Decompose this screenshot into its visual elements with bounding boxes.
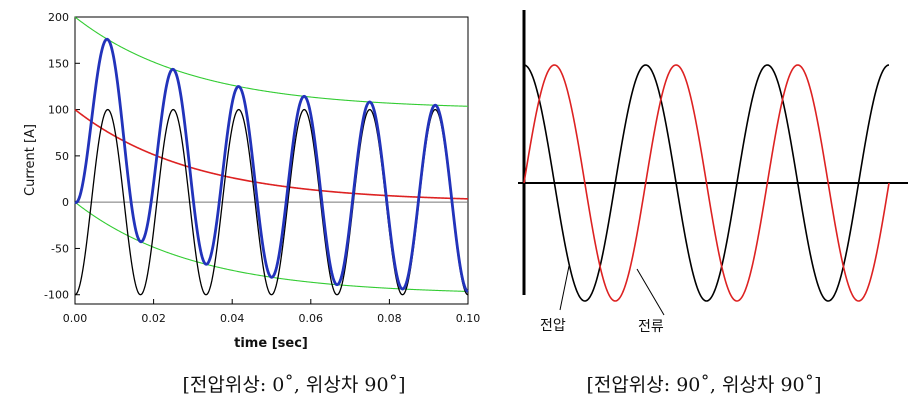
left-y-tick-label: 0 [62, 196, 69, 209]
right-chart: 전압 전류 [전압위상: 90˚, 위상차 90˚] [518, 10, 908, 396]
right-caption: [전압위상: 90˚, 위상차 90˚] [586, 374, 821, 396]
left-y-axis-label: Current [A] [23, 124, 38, 196]
left-y-tick-label: -100 [44, 289, 69, 302]
left-y-tick-label: 50 [55, 150, 69, 163]
left-y-tick-label: -50 [51, 242, 69, 255]
left-series-line-sine [74, 108, 469, 296]
left-chart: 200 150 100 50 0 -50 -100 0.00 0.02 0.04 0.06 0.08… [23, 11, 480, 396]
right-series-line-voltage [523, 64, 890, 302]
left-series-line-sine_plus_decay [74, 37, 469, 293]
left-x-ticks: 0.00 0.02 0.04 0.06 0.08 0.10 [63, 299, 481, 325]
voltage-label: 전압 [540, 318, 566, 334]
left-x-tick-label: 0.02 [141, 312, 166, 325]
right-series-line-current [523, 64, 890, 302]
left-caption: [전압위상: 0˚, 위상차 90˚] [182, 374, 405, 396]
left-series-line-envelope_upper [74, 16, 469, 107]
left-x-tick-label: 0.10 [456, 312, 481, 325]
left-y-tick-label: 100 [48, 104, 69, 117]
left-x-tick-label: 0.06 [299, 312, 324, 325]
left-x-tick-label: 0.08 [377, 312, 402, 325]
left-x-tick-label: 0.04 [220, 312, 245, 325]
left-x-tick-label: 0.00 [63, 312, 88, 325]
left-y-tick-label: 200 [48, 11, 69, 24]
left-plot-frame [74, 16, 469, 305]
left-y-tick-label: 150 [48, 57, 69, 70]
current-label: 전류 [638, 319, 664, 335]
left-x-axis-label: time [sec] [234, 336, 308, 351]
left-series-group [74, 16, 469, 296]
current-leader-line [636, 268, 665, 316]
left-y-ticks: 200 150 100 50 0 -50 -100 [44, 11, 80, 302]
right-series-group [523, 64, 890, 302]
left-series-line-decay [74, 108, 469, 200]
voltage-leader-line [559, 265, 570, 311]
